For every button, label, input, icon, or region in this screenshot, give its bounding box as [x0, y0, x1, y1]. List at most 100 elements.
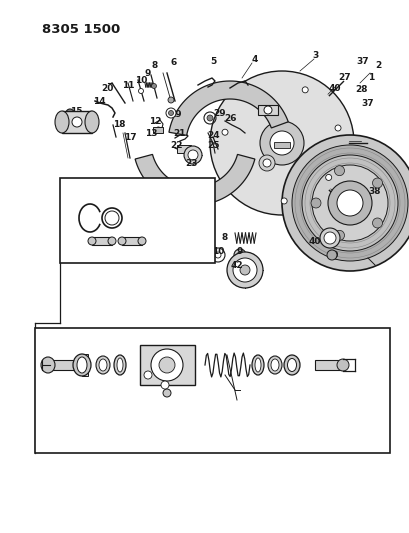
Bar	[48, 360, 76, 370]
Circle shape	[270, 131, 293, 155]
Text: 34: 34	[230, 384, 243, 392]
Circle shape	[161, 381, 169, 389]
Ellipse shape	[73, 354, 91, 376]
Circle shape	[251, 88, 257, 95]
Text: 5: 5	[209, 56, 216, 66]
Ellipse shape	[252, 355, 263, 375]
Ellipse shape	[117, 358, 123, 372]
Ellipse shape	[138, 237, 146, 245]
Circle shape	[327, 181, 371, 225]
Text: 26: 26	[224, 114, 237, 123]
Circle shape	[239, 265, 249, 275]
Bar	[139, 345, 195, 385]
Circle shape	[227, 252, 262, 288]
Circle shape	[259, 121, 303, 165]
Ellipse shape	[77, 357, 87, 373]
Bar	[92, 237, 112, 245]
Bar	[153, 127, 163, 133]
Text: 11: 11	[121, 80, 134, 90]
Circle shape	[336, 190, 362, 216]
Bar	[273, 142, 289, 148]
Text: 39: 39	[326, 251, 339, 260]
Text: 17: 17	[161, 389, 174, 398]
Text: 10: 10	[135, 76, 147, 85]
Text: 17: 17	[124, 133, 136, 141]
Text: 32: 32	[115, 343, 127, 352]
Ellipse shape	[55, 111, 69, 133]
Ellipse shape	[270, 359, 278, 371]
Circle shape	[72, 117, 82, 127]
Circle shape	[214, 252, 220, 258]
Text: 6: 6	[171, 58, 177, 67]
Circle shape	[168, 110, 173, 116]
Ellipse shape	[163, 389, 171, 397]
Text: 9: 9	[144, 69, 151, 77]
Text: 2: 2	[374, 61, 380, 69]
Circle shape	[311, 165, 387, 241]
Circle shape	[159, 357, 175, 373]
Circle shape	[323, 232, 335, 244]
Circle shape	[334, 125, 340, 131]
Text: 4: 4	[251, 54, 258, 63]
Ellipse shape	[99, 359, 107, 371]
Circle shape	[258, 155, 274, 171]
Ellipse shape	[85, 111, 99, 133]
Circle shape	[144, 371, 152, 379]
Polygon shape	[169, 81, 288, 135]
Text: 37: 37	[356, 56, 369, 66]
Circle shape	[372, 218, 382, 228]
Text: 24: 24	[207, 131, 220, 140]
Bar	[60, 178, 214, 263]
Circle shape	[325, 174, 331, 181]
Circle shape	[262, 159, 270, 167]
Ellipse shape	[88, 237, 96, 245]
Circle shape	[188, 150, 198, 160]
Text: 15: 15	[70, 107, 82, 116]
Text: 28: 28	[355, 85, 367, 93]
Text: 31: 31	[97, 343, 110, 352]
Circle shape	[232, 258, 256, 282]
Ellipse shape	[254, 358, 261, 372]
Text: 12: 12	[148, 117, 161, 125]
Text: 33: 33	[142, 338, 154, 348]
Bar	[62, 111, 92, 133]
Text: 40: 40	[328, 84, 340, 93]
Circle shape	[372, 178, 382, 188]
Circle shape	[184, 146, 202, 164]
Text: 30: 30	[79, 343, 91, 352]
Ellipse shape	[283, 355, 299, 375]
Text: 22: 22	[170, 141, 183, 149]
Circle shape	[209, 71, 353, 215]
Text: 8305 1500: 8305 1500	[42, 23, 120, 36]
Ellipse shape	[114, 355, 126, 375]
Text: 13: 13	[144, 128, 157, 138]
Text: 36: 36	[230, 399, 243, 408]
Text: 21: 21	[173, 128, 186, 138]
Bar	[314, 360, 342, 370]
Text: 25: 25	[207, 141, 220, 149]
Text: 23: 23	[185, 158, 198, 167]
Bar	[177, 145, 191, 153]
Text: 37: 37	[361, 99, 373, 108]
Circle shape	[234, 178, 240, 184]
Text: 15: 15	[58, 349, 71, 358]
Circle shape	[138, 88, 143, 93]
Circle shape	[334, 230, 344, 240]
Text: 1: 1	[367, 72, 373, 82]
Text: 15: 15	[311, 343, 324, 352]
Text: 15: 15	[165, 251, 178, 260]
Text: 8: 8	[151, 61, 158, 69]
Text: 31: 31	[268, 343, 281, 352]
Ellipse shape	[41, 357, 55, 373]
Circle shape	[281, 198, 286, 204]
Circle shape	[236, 252, 243, 258]
Text: 29: 29	[213, 109, 226, 117]
Circle shape	[281, 135, 409, 271]
Circle shape	[263, 106, 271, 114]
Bar	[257, 105, 277, 115]
Text: 16: 16	[55, 120, 67, 130]
Circle shape	[319, 228, 339, 248]
Ellipse shape	[336, 359, 348, 371]
Text: 8: 8	[221, 232, 227, 241]
Text: 14: 14	[92, 96, 105, 106]
